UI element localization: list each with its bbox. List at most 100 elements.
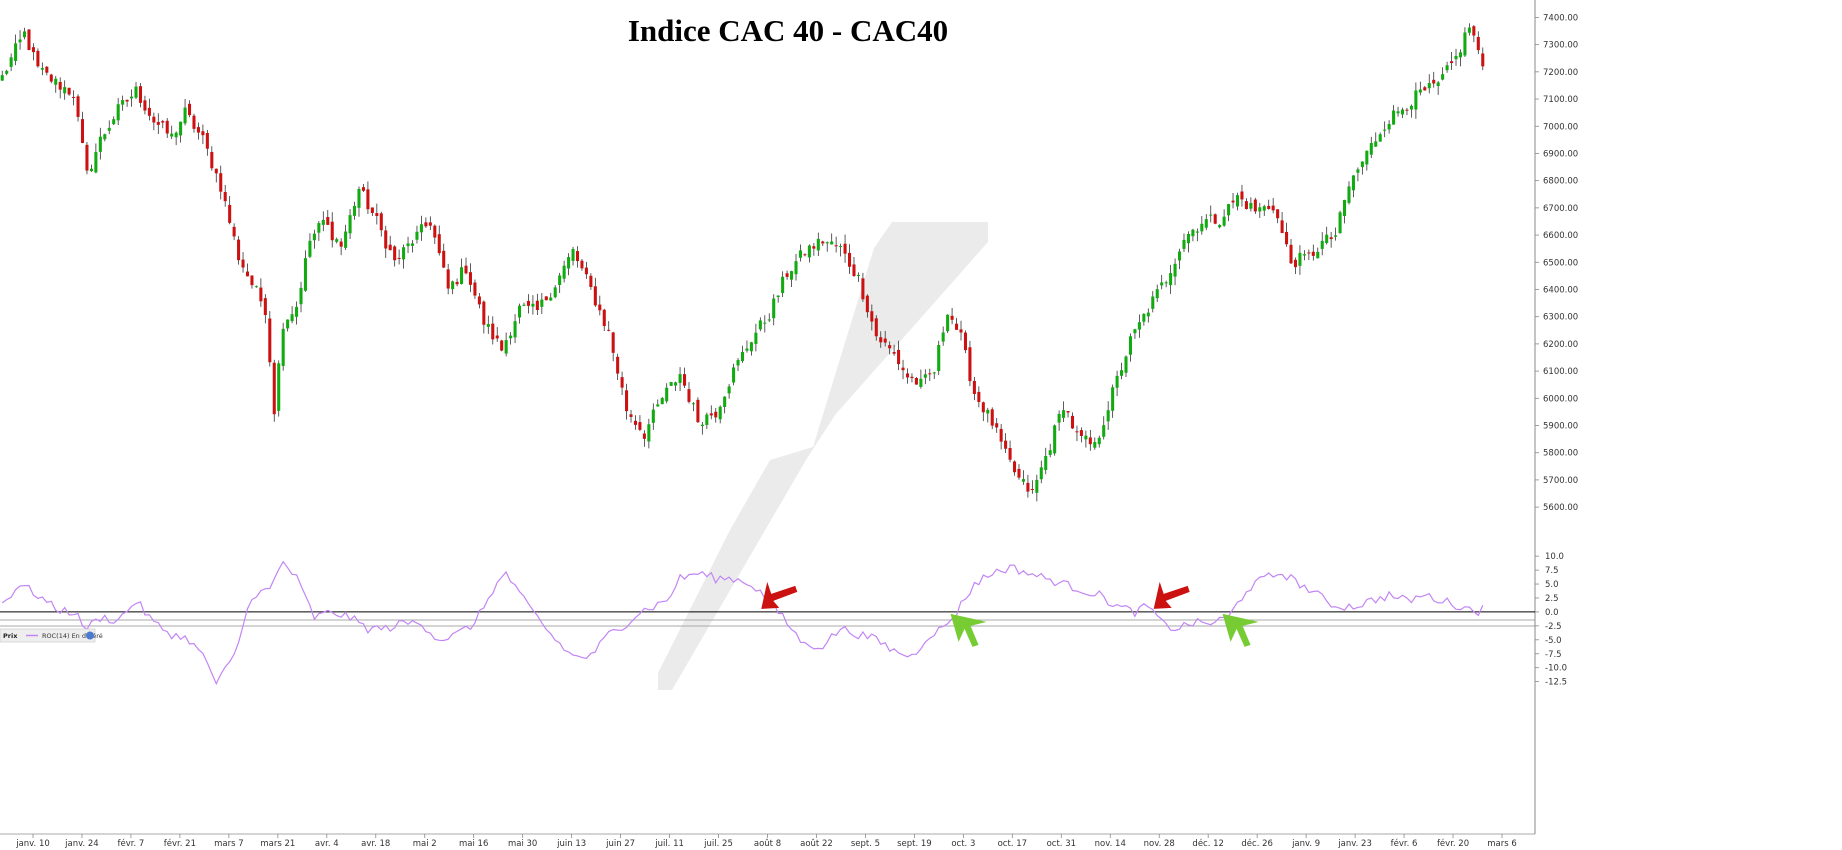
candle-body bbox=[286, 319, 290, 329]
candle-body bbox=[1387, 124, 1391, 130]
candle bbox=[647, 418, 651, 449]
candle bbox=[1342, 199, 1347, 224]
x-tick-label: mars 21 bbox=[260, 839, 295, 849]
candle-body bbox=[1177, 251, 1182, 261]
candle-body bbox=[27, 29, 31, 51]
candle bbox=[250, 275, 254, 289]
x-tick-label: août 22 bbox=[800, 839, 833, 849]
candle bbox=[18, 30, 22, 50]
signal-arrows bbox=[761, 581, 1259, 647]
candle-body bbox=[1325, 234, 1329, 243]
candle-body bbox=[1302, 254, 1306, 256]
candle-body bbox=[1151, 296, 1155, 309]
candle bbox=[509, 332, 513, 345]
candle-body bbox=[656, 404, 660, 407]
candle bbox=[312, 229, 316, 249]
price-tick-label: 6400.00 bbox=[1543, 285, 1578, 295]
candle bbox=[1039, 460, 1043, 484]
roc-tick-label: -7.5 bbox=[1545, 650, 1562, 660]
candle bbox=[1271, 197, 1275, 214]
candle-body bbox=[919, 378, 923, 387]
candle bbox=[611, 331, 615, 362]
candle bbox=[1351, 175, 1355, 198]
candle bbox=[1325, 226, 1329, 245]
x-tick-label: févr. 20 bbox=[1437, 838, 1469, 849]
candle-body bbox=[1289, 244, 1293, 264]
candle-body bbox=[1070, 415, 1075, 429]
candle bbox=[1289, 239, 1293, 264]
candle-body bbox=[14, 43, 18, 61]
candle-body bbox=[437, 234, 441, 254]
candle-body bbox=[352, 205, 357, 216]
x-tick-label: oct. 31 bbox=[1047, 839, 1076, 849]
candle bbox=[1409, 104, 1413, 118]
candlestick-series bbox=[0, 23, 1485, 502]
candle-body bbox=[950, 315, 954, 320]
candle-body bbox=[1048, 450, 1052, 455]
candle-body bbox=[1120, 370, 1124, 376]
candle bbox=[125, 99, 129, 107]
candle bbox=[1423, 85, 1427, 91]
candle bbox=[638, 415, 642, 432]
candle-body bbox=[767, 319, 771, 321]
candle-body bbox=[932, 372, 936, 374]
candle bbox=[384, 225, 388, 258]
candle bbox=[415, 225, 419, 244]
candle-body bbox=[1293, 259, 1298, 268]
candle-body bbox=[1235, 195, 1240, 207]
candle-body bbox=[1374, 141, 1378, 147]
candle bbox=[843, 234, 847, 263]
x-tick-label: oct. 17 bbox=[998, 839, 1027, 849]
candle bbox=[63, 80, 67, 100]
candle bbox=[152, 112, 156, 131]
candle bbox=[504, 332, 508, 357]
candle-body bbox=[183, 107, 187, 124]
candle-body bbox=[174, 132, 178, 138]
candle bbox=[932, 371, 936, 379]
candle bbox=[1347, 181, 1351, 205]
candle bbox=[513, 314, 517, 344]
legend-settings-icon[interactable] bbox=[86, 631, 94, 640]
candle-body bbox=[22, 31, 27, 38]
candle-body bbox=[1378, 134, 1382, 142]
candle bbox=[1066, 411, 1070, 418]
candle bbox=[1472, 25, 1476, 43]
candle bbox=[286, 319, 290, 332]
candle-body bbox=[1057, 414, 1061, 423]
price-tick-label: 6100.00 bbox=[1543, 367, 1578, 377]
candle bbox=[794, 253, 798, 281]
candle bbox=[272, 359, 276, 422]
candle bbox=[803, 253, 807, 257]
candle-body bbox=[509, 335, 513, 339]
candle-body bbox=[1191, 229, 1195, 237]
candle bbox=[665, 383, 669, 404]
candle bbox=[241, 252, 245, 273]
candle bbox=[219, 165, 223, 200]
candle bbox=[1012, 460, 1017, 476]
candle bbox=[897, 340, 901, 371]
candle bbox=[455, 278, 459, 287]
candle bbox=[839, 243, 843, 257]
candle-body bbox=[477, 296, 481, 305]
candle-body bbox=[1035, 479, 1039, 493]
candle bbox=[798, 244, 803, 262]
candle-body bbox=[1351, 175, 1355, 191]
candle-body bbox=[406, 243, 410, 247]
candle-body bbox=[1467, 27, 1471, 33]
roc-tick-label: -10.0 bbox=[1545, 664, 1567, 674]
candle bbox=[281, 322, 285, 371]
candle-body bbox=[1320, 240, 1324, 249]
candle bbox=[1240, 184, 1244, 207]
price-tick-label: 5900.00 bbox=[1543, 422, 1578, 432]
x-tick-label: févr. 7 bbox=[118, 838, 145, 849]
candle bbox=[1164, 280, 1168, 288]
candle-body bbox=[1240, 191, 1244, 200]
candle bbox=[1035, 474, 1039, 502]
candle bbox=[1120, 362, 1124, 380]
candle bbox=[567, 253, 571, 276]
candle-body bbox=[847, 252, 852, 267]
candle-body bbox=[152, 116, 156, 123]
candle bbox=[691, 402, 695, 412]
candle bbox=[990, 407, 994, 430]
candle-body bbox=[397, 257, 401, 259]
